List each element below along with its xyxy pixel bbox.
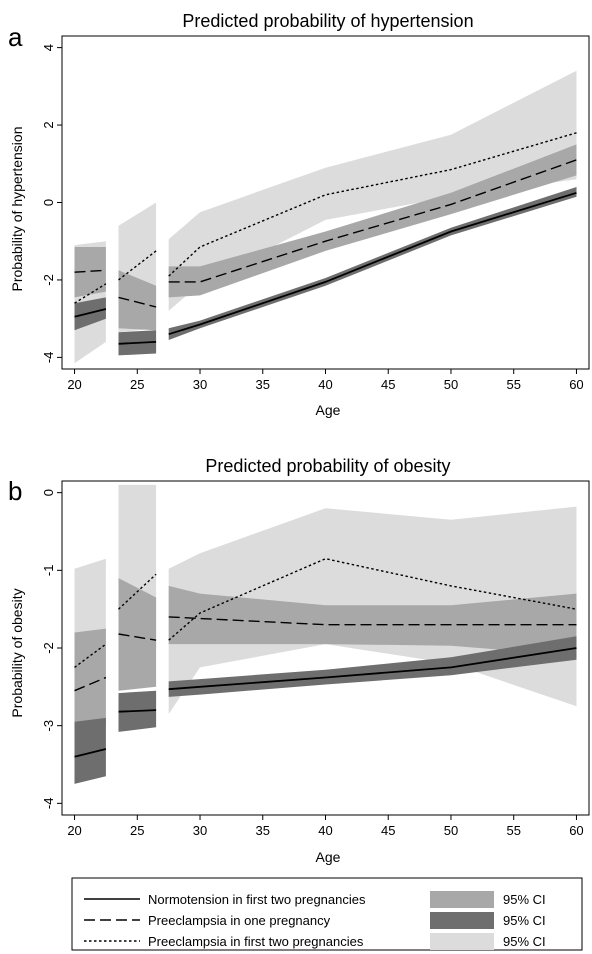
y-axis-label-hypertension: Probability of hypertension: [9, 127, 25, 292]
series-lines: [74, 557, 577, 758]
series-line-dotted-segment-0: [74, 283, 107, 304]
x-tick-label: 50: [444, 823, 458, 838]
series-line-dotted-segment-1: [118, 573, 157, 610]
y-tick-label: 0: [41, 199, 56, 206]
chart-title-obesity: Predicted probability of obesity: [205, 456, 450, 476]
x-tick-label: 25: [130, 823, 144, 838]
confidence-bands: [74, 484, 577, 784]
x-tick-label: 30: [193, 377, 207, 392]
x-axis-label-obesity: Age: [316, 849, 341, 865]
ci-band-dashed-segment-2: [168, 585, 577, 656]
legend-label-two-pregnancies: Preeclampsia in first two pregnancies: [148, 934, 364, 949]
x-tick-label: 60: [569, 377, 583, 392]
x-tick-label: 35: [256, 377, 270, 392]
series-line-solid-segment-0: [74, 308, 107, 318]
series-line-solid-segment-2: [168, 647, 577, 691]
y-tick-label: 4: [41, 44, 56, 51]
y-axis-label-obesity: Probability of obesity: [9, 588, 25, 717]
x-axis-ticks: 20 25 30 35 40 45 50 55 60: [67, 369, 584, 392]
x-tick-label: 45: [381, 823, 395, 838]
y-tick-label: -2: [41, 642, 56, 654]
x-tick-label: 55: [506, 823, 520, 838]
ci-band-dashed-segment-0: [74, 247, 106, 298]
x-tick-label: 20: [67, 823, 81, 838]
panel-hypertension: a Predicted probability of hypertension …: [8, 11, 590, 418]
x-tick-label: 50: [444, 377, 458, 392]
series-line-dotted-segment-0: [74, 643, 107, 668]
legend-swatch-light-band: [430, 891, 494, 908]
series-line-dashed-segment-1: [118, 633, 157, 641]
ci-band-dotted-segment-2: [168, 70, 577, 311]
series-line-solid-segment-2: [168, 191, 577, 336]
legend-label-one-pregnancy: Preeclampsia in one pregnancy: [148, 913, 331, 928]
series-line-dashed-segment-0: [74, 269, 106, 273]
x-tick-label: 25: [130, 377, 144, 392]
x-tick-label: 30: [193, 823, 207, 838]
legend-band-label-3: 95% CI: [503, 934, 546, 949]
y-tick-label: 0: [41, 489, 56, 496]
ci-band-dashed-segment-0: [74, 628, 106, 746]
y-tick-label: -3: [41, 720, 56, 732]
ci-band-dashed-segment-1: [118, 270, 157, 331]
series-line-dashed-segment-2: [168, 159, 577, 283]
x-tick-label: 40: [318, 823, 332, 838]
x-tick-label: 55: [506, 377, 520, 392]
legend-label-normotension: Normotension in first two pregnancies: [148, 892, 366, 907]
y-tick-label: -2: [41, 274, 56, 286]
panel-letter-b: b: [8, 476, 22, 506]
ci-band-dashed-segment-1: [118, 578, 157, 691]
legend-swatch-dark-band: [430, 912, 494, 929]
y-axis-ticks: -4 -2 0 2 4: [41, 44, 62, 363]
series-line-dashed-segment-1: [118, 296, 157, 308]
legend-band-label-1: 95% CI: [503, 892, 546, 907]
y-tick-label: -4: [41, 352, 56, 364]
confidence-bands: [74, 70, 577, 364]
series-line-dashed-segment-2: [168, 616, 577, 626]
legend-swatch-lightest-band: [430, 933, 494, 950]
x-axis-ticks: 20 25 30 35 40 45 50 55 60: [67, 815, 584, 838]
panel-letter-a: a: [8, 22, 23, 52]
legend-band-label-2: 95% CI: [503, 913, 546, 928]
ci-band-solid-segment-0: [74, 297, 106, 331]
series-line-dotted-segment-2: [168, 132, 577, 277]
series-line-dashed-segment-0: [74, 676, 107, 692]
y-tick-label: -4: [41, 798, 56, 810]
series-lines: [74, 132, 577, 345]
y-tick-label: -1: [41, 565, 56, 577]
x-tick-label: 35: [256, 823, 270, 838]
x-tick-label: 40: [318, 377, 332, 392]
ci-band-solid-segment-0: [74, 717, 106, 784]
chart-title-hypertension: Predicted probability of hypertension: [182, 11, 473, 31]
series-line-solid-segment-1: [118, 341, 157, 345]
x-axis-label-hypertension: Age: [316, 402, 341, 418]
x-tick-label: 60: [569, 823, 583, 838]
legend-frame: [71, 877, 583, 951]
y-axis-ticks: -4 -3 -2 -1 0: [41, 489, 62, 809]
legend: Normotension in first two pregnancies Pr…: [71, 877, 583, 951]
x-tick-label: 20: [67, 377, 81, 392]
y-tick-label: 2: [41, 121, 56, 128]
series-line-solid-segment-1: [118, 709, 157, 713]
series-line-solid-segment-0: [74, 748, 107, 758]
x-tick-label: 45: [381, 377, 395, 392]
panel-obesity: b Predicted probability of obesity Proba…: [8, 456, 590, 865]
